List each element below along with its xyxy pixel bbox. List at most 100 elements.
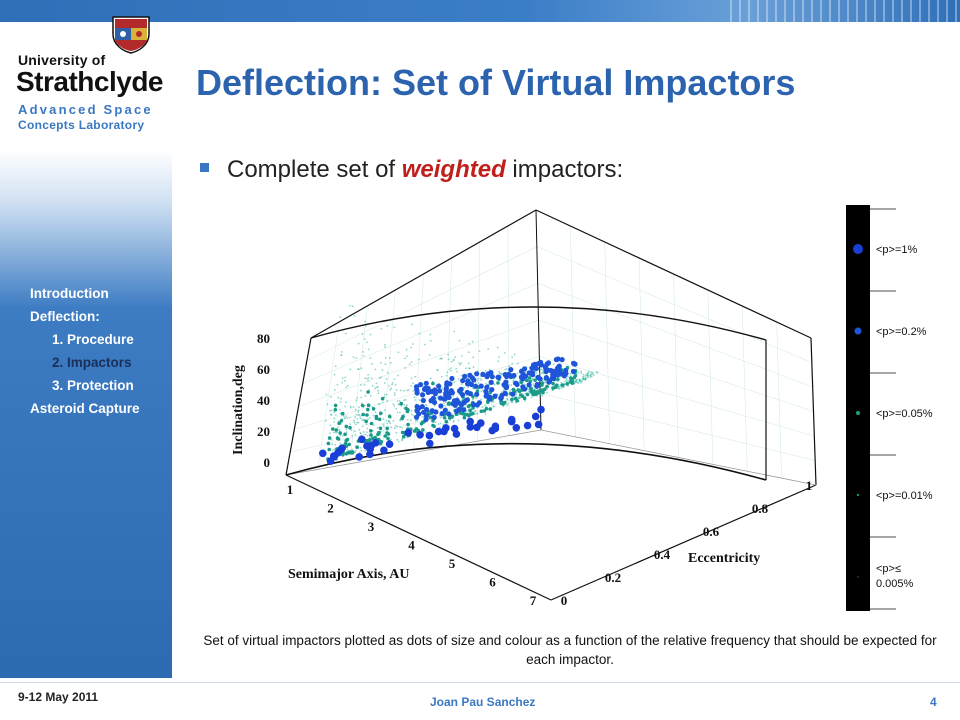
x-axis-ticks: 1 2 3 4 5 6 7: [287, 482, 537, 608]
impactor-dot: [367, 418, 369, 420]
impactor-dot: [362, 355, 365, 357]
impactor-dot: [354, 451, 356, 454]
impactor-dot: [353, 315, 356, 317]
impactor-dot: [465, 381, 471, 387]
impactor-dot: [333, 403, 338, 408]
nav-item-introduction[interactable]: Introduction: [30, 286, 109, 301]
impactor-dot: [474, 410, 477, 412]
impactor-dot: [506, 395, 508, 398]
impactor-dot: [532, 378, 534, 381]
legend-marker: [856, 493, 860, 497]
impactor-dot: [404, 406, 408, 411]
grid-line: [290, 393, 541, 453]
impactor-dot: [377, 417, 382, 422]
impactor-dot: [474, 413, 477, 415]
impactor-dot: [524, 392, 527, 395]
impactor-dot: [410, 361, 413, 363]
impactor-dot: [552, 363, 555, 366]
impactor-dot: [447, 353, 449, 356]
impactor-dot: [389, 388, 392, 391]
impactor-dot: [433, 409, 439, 415]
impactor-dot: [383, 434, 388, 438]
nav-item-procedure[interactable]: 1. Procedure: [52, 332, 134, 347]
impactor-dot: [431, 414, 437, 420]
impactor-dot: [455, 367, 458, 370]
impactor-dot: [360, 449, 363, 452]
impactor-dot: [580, 382, 582, 384]
impactor-dot: [587, 370, 590, 373]
impactor-dot: [534, 381, 540, 387]
impactor-dot: [468, 408, 472, 413]
impactor-dot: [359, 416, 362, 418]
impactor-dot: [385, 378, 388, 380]
impactor-dot: [392, 420, 395, 422]
bullet-emphasis: weighted: [401, 156, 506, 183]
impactor-dot: [557, 386, 560, 388]
impactor-dot: [466, 417, 474, 426]
impactor-dot: [589, 374, 592, 377]
impactor-dot: [397, 374, 399, 377]
nav-item-asteroid-capture[interactable]: Asteroid Capture: [30, 401, 140, 416]
impactor-dot: [570, 368, 577, 375]
impactor-dot: [384, 346, 386, 348]
impactor-dot: [369, 417, 371, 419]
impactor-dot: [481, 406, 484, 408]
impactor-dot: [414, 390, 420, 396]
impactor-dot: [341, 377, 344, 380]
impactor-dot: [534, 420, 543, 429]
nav-item-protection[interactable]: 3. Protection: [52, 378, 134, 393]
impactor-dot: [480, 390, 483, 393]
impactor-dot: [524, 399, 526, 402]
impactor-dot: [386, 400, 389, 402]
impactor-dot: [385, 426, 389, 431]
impactor-dot: [428, 354, 431, 356]
impactor-dot: [495, 374, 501, 380]
impactor-dot: [474, 397, 477, 400]
impactor-dot: [570, 380, 574, 384]
impactor-dot: [374, 411, 377, 414]
impactor-dot: [356, 414, 358, 416]
impactor-dot: [338, 428, 341, 431]
impactor-dot: [545, 384, 549, 389]
impactor-dot: [344, 376, 347, 379]
impactor-dot: [450, 361, 453, 363]
impactor-dot: [425, 389, 431, 395]
impactor-dots: [319, 305, 599, 466]
impactor-dot: [326, 441, 331, 446]
impactor-dot: [404, 367, 406, 369]
impactor-dot: [440, 427, 448, 436]
figure-caption: Set of virtual impactors plotted as dots…: [203, 633, 937, 667]
impactor-dot: [406, 404, 408, 406]
impactor-dot: [361, 419, 364, 422]
impactor-dot: [504, 352, 506, 354]
impactor-dot: [394, 424, 397, 427]
impactor-dot: [516, 372, 519, 375]
impactor-dot: [532, 361, 538, 367]
impactor-dot: [542, 364, 548, 370]
nav-item-impactors[interactable]: 2. Impactors: [52, 355, 132, 370]
impactor-dot: [351, 435, 353, 437]
impactor-dot: [424, 343, 426, 346]
impactor-dot: [484, 406, 489, 411]
impactor-dot: [397, 440, 400, 443]
impactor-dot: [471, 398, 474, 401]
impactor-dot: [540, 388, 545, 393]
nav-item-deflection[interactable]: Deflection:: [30, 309, 100, 324]
impactor-dot: [378, 377, 381, 380]
impactor-dot: [580, 372, 583, 375]
impactor-dot: [339, 419, 344, 423]
impactor-dot: [508, 383, 510, 386]
impactor-dot: [414, 414, 420, 420]
impactor-dot: [376, 432, 380, 437]
impactor-dot: [460, 378, 466, 384]
impactor-dot: [371, 362, 373, 365]
impactor-dot: [360, 396, 363, 399]
impactor-dot: [541, 394, 544, 397]
impactor-dot: [548, 367, 554, 374]
impactor-dot: [371, 385, 374, 387]
impactor-dot: [551, 381, 555, 386]
legend-label: <p>≤: [876, 563, 901, 575]
grid-line: [539, 356, 815, 437]
impactor-dot: [507, 402, 510, 405]
impactor-dot: [539, 392, 542, 395]
